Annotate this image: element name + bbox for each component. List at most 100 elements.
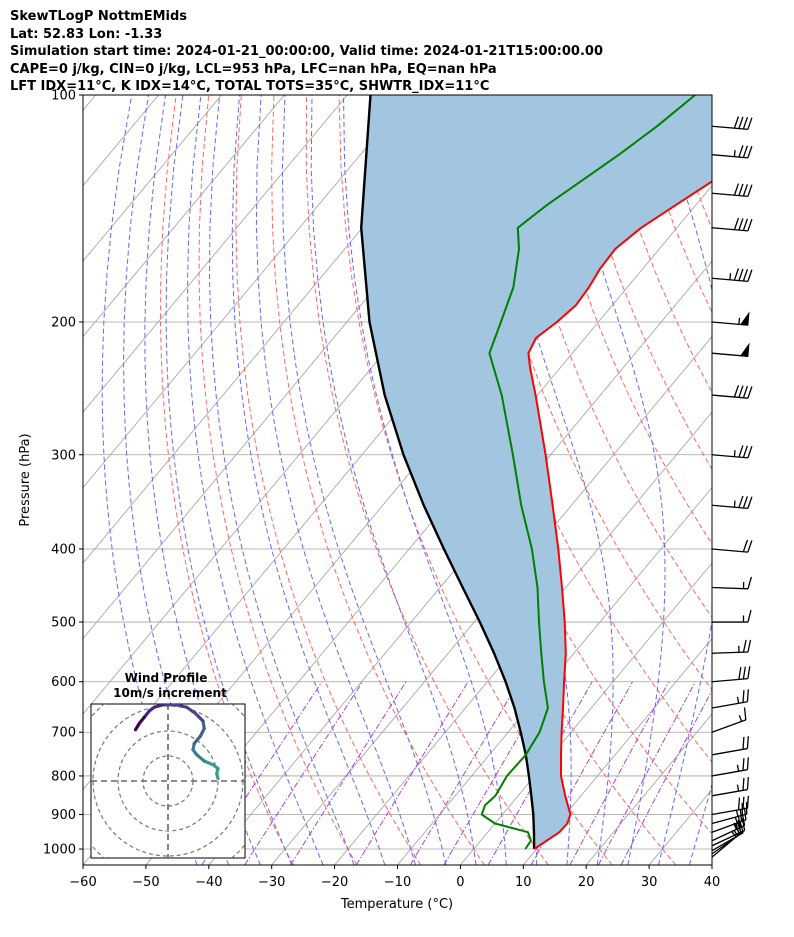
barb-full: [738, 268, 744, 281]
indices-line-2: LFT IDX=11°C, K IDX=14°C, TOTAL TOTS=35°…: [10, 79, 490, 94]
y-tick-label: 1000: [43, 843, 76, 858]
barb-full: [738, 667, 742, 680]
barb-staff: [711, 651, 749, 654]
barb-half: [736, 696, 740, 704]
wind-barb: [711, 777, 749, 797]
isotherm-40: [711, 864, 712, 865]
wind-barb: [711, 217, 753, 232]
barb-full: [747, 184, 753, 197]
isotherm--140: [83, 95, 222, 262]
indices-line-1: CAPE=0 j/kg, CIN=0 j/kg, LCL=953 hPa, LF…: [10, 61, 497, 77]
barb-full: [738, 116, 744, 129]
isotherm-0: [460, 562, 712, 865]
moist-adiabat: [255, 95, 416, 865]
isotherm--130: [83, 95, 285, 338]
profile-lines: [360, 95, 712, 850]
barb-half: [735, 809, 739, 817]
hodograph-segment: [133, 721, 141, 732]
barb-full: [746, 736, 749, 749]
wind-barb: [711, 576, 753, 590]
hodograph-segment: [185, 705, 198, 716]
isotherm-30: [648, 788, 712, 865]
barb-pennant: [739, 342, 750, 357]
isotherm--110: [83, 95, 411, 489]
isotherm--20: [334, 411, 712, 865]
barb-full: [747, 576, 753, 589]
barb-full: [747, 609, 752, 623]
barb-full: [747, 639, 752, 653]
barb-full: [747, 117, 753, 130]
isotherm-20: [585, 713, 712, 865]
x-tick-label: −10: [384, 875, 411, 890]
barb-full: [746, 757, 749, 770]
barb-full: [742, 145, 749, 158]
x-tick-label: −40: [195, 875, 222, 890]
moist-adiabat: [165, 95, 293, 865]
wind-barb: [711, 385, 753, 399]
barb-full: [742, 496, 749, 509]
barb-staff: [711, 824, 745, 842]
mixing-ratio-line: [409, 681, 520, 865]
barb-staff: [711, 504, 748, 510]
y-tick-label: 200: [51, 315, 76, 330]
barb-full: [738, 218, 744, 231]
y-tick-label: 300: [51, 448, 76, 463]
barb-full: [738, 385, 744, 398]
barb-full: [738, 495, 744, 508]
moist-adiabat: [657, 95, 712, 865]
barb-full: [738, 145, 744, 158]
wind-barb: [711, 116, 753, 130]
barb-staff: [711, 769, 748, 777]
dry-adiabat: [305, 95, 549, 865]
x-tick-label: 40: [704, 875, 721, 890]
moist-adiabat: [208, 95, 355, 865]
barb-half: [733, 830, 739, 837]
barb-staff: [711, 125, 748, 130]
barb-full: [742, 218, 749, 231]
time-line: Simulation start time: 2024-01-21_00:00:…: [10, 44, 603, 59]
barb-full: [733, 116, 740, 129]
barb-full: [742, 777, 745, 791]
wind-barb: [711, 539, 753, 553]
barb-half: [731, 831, 737, 838]
isotherm-50: [775, 95, 794, 865]
hodograph-segment: [193, 711, 205, 723]
y-tick-label: 400: [51, 542, 76, 557]
barb-full: [747, 666, 751, 679]
wind-barb: [711, 495, 753, 510]
wind-barb: [711, 445, 753, 459]
barb-half: [733, 450, 736, 457]
barb-staff: [711, 154, 748, 159]
wind-barbs: [711, 116, 753, 858]
parcel-profile-line: [360, 95, 536, 850]
mixing-ratio-line: [443, 681, 552, 865]
wind-barb: [711, 795, 749, 816]
isotherm--10: [397, 486, 712, 865]
barb-staff: [711, 701, 748, 709]
barb-full: [738, 445, 744, 458]
barb-full: [743, 807, 747, 820]
barb-full: [742, 666, 746, 680]
mixing-ratio-line: [620, 689, 712, 865]
isotherm-10: [522, 637, 712, 865]
barb-half: [736, 764, 740, 772]
barb-full: [733, 385, 740, 398]
mixing-ratio-line: [487, 681, 593, 865]
barb-full: [746, 777, 749, 790]
wind-barb: [711, 757, 749, 777]
moist-adiabat: [310, 95, 477, 865]
hodograph-segment: [195, 753, 206, 763]
barb-full: [747, 386, 753, 399]
dry-adiabat: [534, 95, 712, 545]
x-tick-label: −30: [258, 875, 285, 890]
barb-full: [742, 385, 749, 399]
x-tick-label: 0: [456, 875, 464, 890]
x-tick-label: 30: [641, 875, 658, 890]
isotherm--30: [271, 336, 712, 865]
barb-full: [746, 795, 749, 809]
dry-adiabat: [763, 95, 794, 865]
dry-adiabat: [338, 95, 613, 865]
barb-full: [742, 690, 745, 703]
